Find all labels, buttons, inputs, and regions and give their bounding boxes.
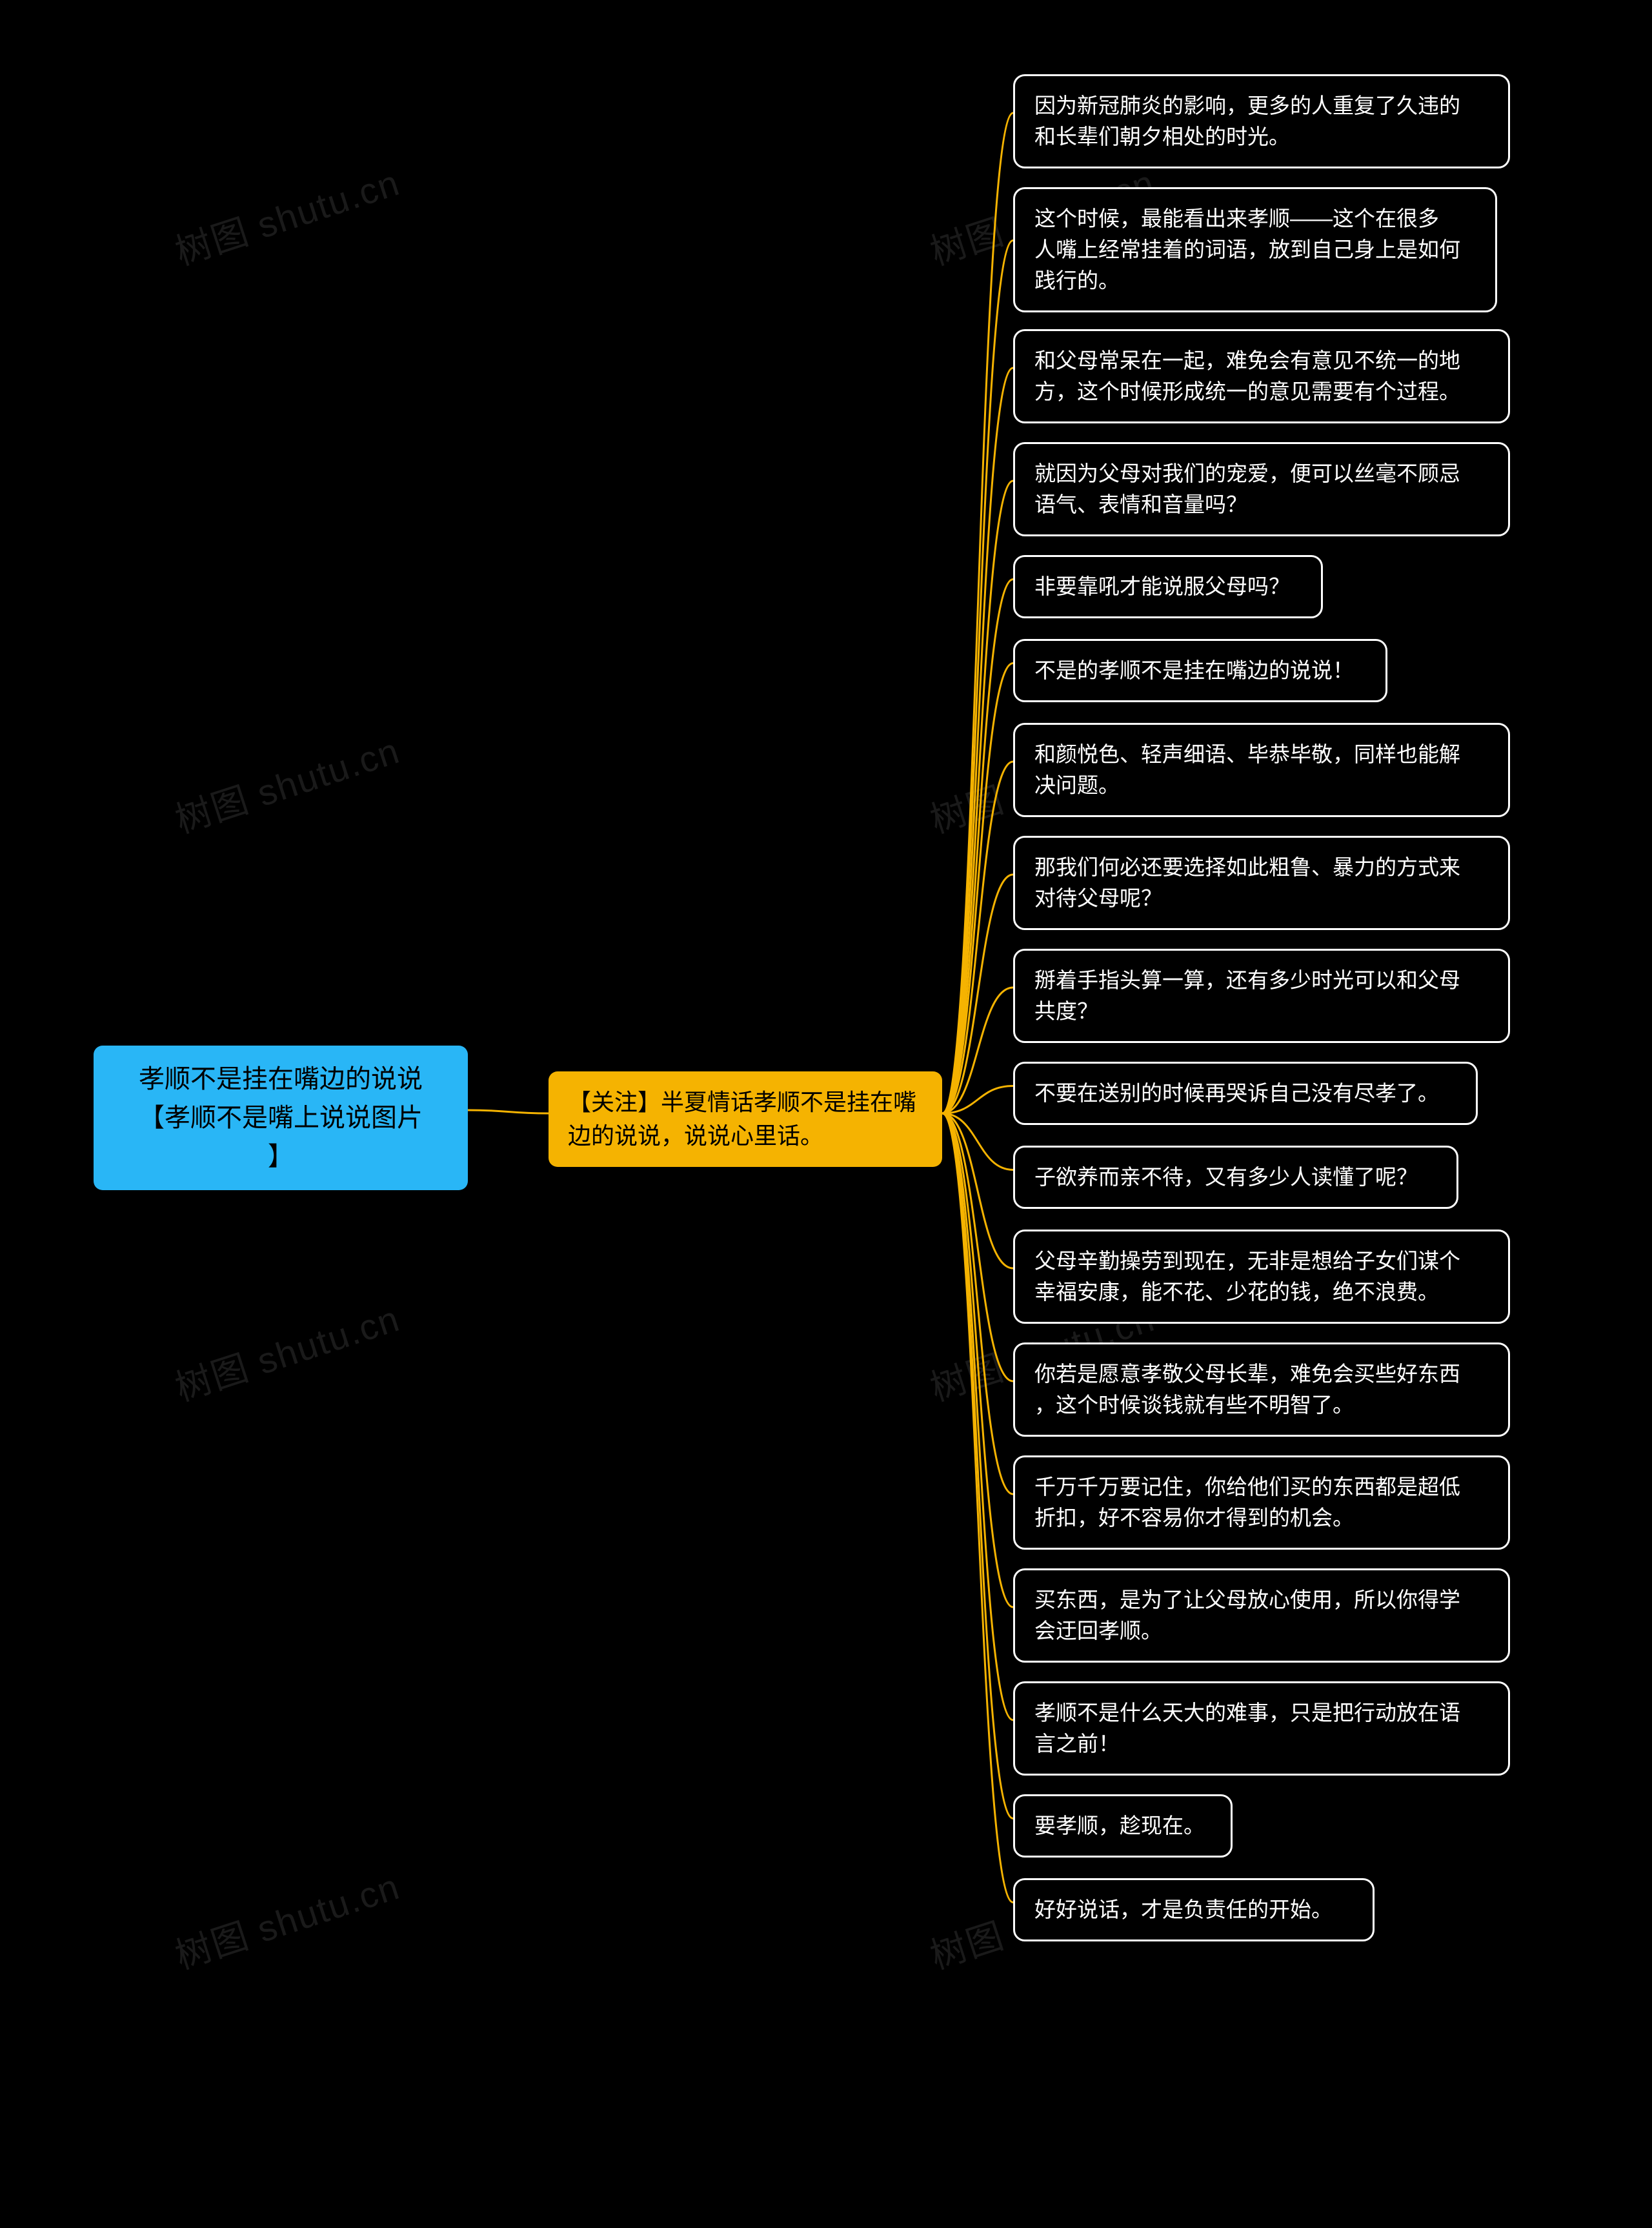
leaf-node: 子欲养而亲不待，又有多少人读懂了呢？ xyxy=(1013,1146,1458,1209)
leaf-node: 那我们何必还要选择如此粗鲁、暴力的方式来对待父母呢？ xyxy=(1013,836,1510,930)
leaf-node: 你若是愿意孝敬父母长辈，难免会买些好东西，这个时候谈钱就有些不明智了。 xyxy=(1013,1342,1510,1437)
leaf-node: 就因为父母对我们的宠爱，便可以丝毫不顾忌语气、表情和音量吗？ xyxy=(1013,442,1510,536)
leaf-node: 父母辛勤操劳到现在，无非是想给子女们谋个幸福安康，能不花、少花的钱，绝不浪费。 xyxy=(1013,1230,1510,1324)
leaf-node: 要孝顺，趁现在。 xyxy=(1013,1794,1233,1858)
leaf-node: 买东西，是为了让父母放心使用，所以你得学会迂回孝顺。 xyxy=(1013,1568,1510,1663)
edge xyxy=(942,875,1013,1113)
edge xyxy=(942,1113,1013,1268)
edge xyxy=(942,1113,1013,1494)
edge xyxy=(942,1113,1013,1720)
edge xyxy=(942,368,1013,1113)
edge xyxy=(942,987,1013,1113)
leaf-node: 和父母常呆在一起，难免会有意见不统一的地方，这个时候形成统一的意见需要有个过程。 xyxy=(1013,329,1510,423)
leaf-node: 不要在送别的时候再哭诉自己没有尽孝了。 xyxy=(1013,1062,1478,1125)
edge xyxy=(942,1113,1013,1819)
watermark-text: 树图 shutu.cn xyxy=(168,722,406,844)
mindmap-canvas: 树图 shutu.cn 树图 shutu.cn 树图 shutu.cn 树图 shut… xyxy=(0,0,1652,2228)
leaf-node: 千万千万要记住，你给他们买的东西都是超低折扣，好不容易你才得到的机会。 xyxy=(1013,1455,1510,1550)
leaf-node: 掰着手指头算一算，还有多少时光可以和父母共度？ xyxy=(1013,949,1510,1043)
leaf-node: 非要靠吼才能说服父母吗？ xyxy=(1013,555,1323,618)
leaf-node: 不是的孝顺不是挂在嘴边的说说！ xyxy=(1013,639,1387,702)
root-node: 孝顺不是挂在嘴边的说说【孝顺不是嘴上说说图片】 xyxy=(94,1046,468,1190)
edge xyxy=(942,1113,1013,1903)
mid-node: 【关注】半夏情话孝顺不是挂在嘴边的说说，说说心里话。 xyxy=(549,1071,942,1167)
edge xyxy=(468,1110,549,1113)
leaf-node: 好好说话，才是负责任的开始。 xyxy=(1013,1878,1375,1941)
leaf-node: 因为新冠肺炎的影响，更多的人重复了久违的和长辈们朝夕相处的时光。 xyxy=(1013,74,1510,168)
edge xyxy=(942,241,1013,1114)
edge xyxy=(942,1086,1013,1114)
watermark-text: 树图 shutu.cn xyxy=(168,154,406,276)
edge xyxy=(942,1113,1013,1170)
watermark-text: 树图 shutu.cn xyxy=(168,1858,406,1980)
leaf-node: 孝顺不是什么天大的难事，只是把行动放在语言之前！ xyxy=(1013,1681,1510,1776)
leaf-node: 这个时候，最能看出来孝顺——这个在很多人嘴上经常挂着的词语，放到自己身上是如何践… xyxy=(1013,187,1497,312)
leaf-node: 和颜悦色、轻声细语、毕恭毕敬，同样也能解决问题。 xyxy=(1013,723,1510,817)
edge xyxy=(942,663,1013,1114)
watermark-text: 树图 shutu.cn xyxy=(168,1290,406,1412)
edge xyxy=(942,580,1013,1114)
